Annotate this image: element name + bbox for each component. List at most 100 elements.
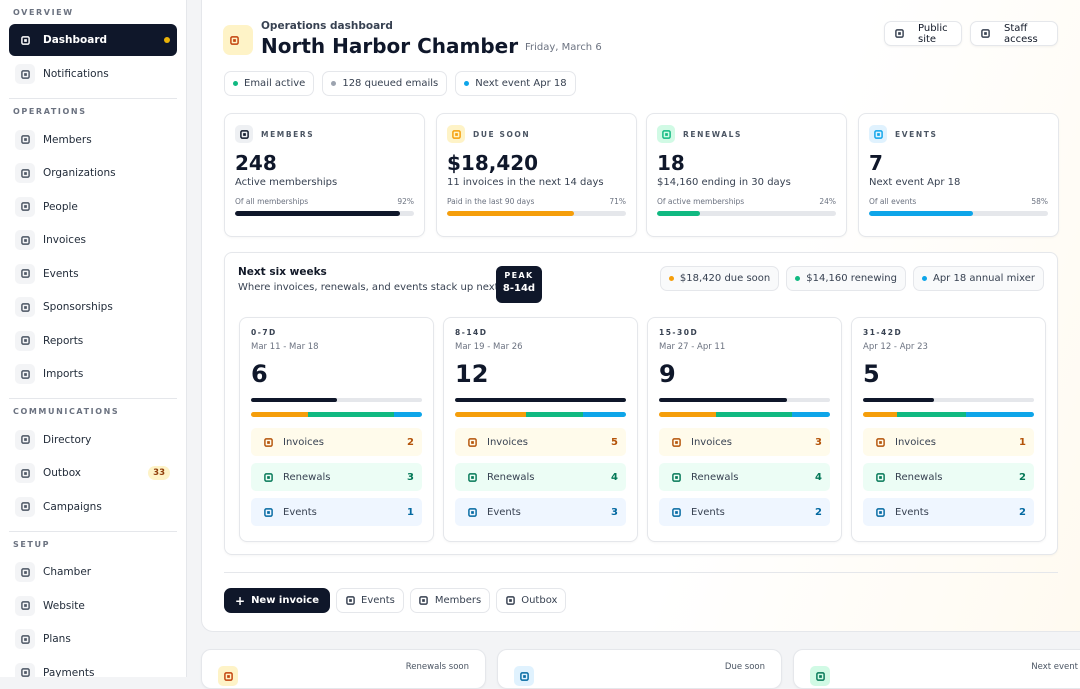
action-label: Outbox xyxy=(521,595,558,606)
stat-percent: 58% xyxy=(1031,197,1048,206)
status-pills: Email active 128 queued emails Next event … xyxy=(224,71,576,96)
outlook-title: Next six weeks xyxy=(238,266,327,278)
header-button[interactable]: Public site xyxy=(884,21,962,46)
bucket-row: Invoices 5 xyxy=(455,428,626,456)
icon-glyph xyxy=(451,129,461,139)
action-button[interactable]: Members xyxy=(409,588,491,613)
icon xyxy=(15,463,35,484)
icon-glyph xyxy=(239,129,249,139)
bucket-row: Renewals 4 xyxy=(455,463,626,491)
pill-dot xyxy=(668,276,674,281)
icon-glyph xyxy=(875,437,885,447)
icon xyxy=(15,562,35,583)
spacer xyxy=(0,552,186,556)
action-button[interactable]: Outbox xyxy=(496,588,567,613)
nav-label: Sponsorships xyxy=(43,301,113,314)
mix-segment xyxy=(308,412,394,417)
icon-glyph xyxy=(20,135,30,145)
active-dot xyxy=(164,37,170,43)
nav-item[interactable]: Events xyxy=(9,257,177,291)
nav-item[interactable]: Outbox 33 xyxy=(9,457,177,491)
bucket-dates: Mar 27 - Apr 11 xyxy=(659,342,726,352)
nav-item[interactable]: Plans xyxy=(9,623,177,657)
nav-item[interactable]: Organizations xyxy=(9,157,177,191)
stat-percent: 92% xyxy=(397,197,414,206)
stat-footnote: Paid in the last 90 days xyxy=(447,197,535,206)
icon xyxy=(465,435,479,449)
icon-glyph xyxy=(894,29,904,38)
status-label: Email active xyxy=(244,78,306,89)
status-dot xyxy=(464,81,470,86)
header-icon xyxy=(223,25,253,55)
icon-glyph xyxy=(223,671,233,681)
status-dot xyxy=(331,81,337,86)
status-label: Next event Apr 18 xyxy=(475,78,567,89)
stat-label: RENEWALS xyxy=(683,129,743,139)
row-count: 4 xyxy=(815,471,822,483)
mix-segment xyxy=(526,412,584,417)
stat-description: $14,160 ending in 30 days xyxy=(657,177,791,188)
mix-segment xyxy=(455,412,527,417)
icon xyxy=(261,505,275,519)
nav-item[interactable]: Sponsorships xyxy=(9,291,177,325)
stat-card: MEMBERS 248 Active memberships Of all membe… xyxy=(224,113,425,237)
nav-item[interactable]: Chamber xyxy=(9,556,177,590)
nav-item[interactable]: People xyxy=(9,190,177,224)
row-label: Invoices xyxy=(487,436,528,448)
icon xyxy=(669,505,683,519)
nav-item[interactable]: Members xyxy=(9,123,177,157)
total-track xyxy=(455,398,626,402)
bucket-card: 31-42D Apr 12 - Apr 23 5 Invoices 1 Renewals 2… xyxy=(851,317,1046,542)
nav-item[interactable]: Directory xyxy=(9,423,177,457)
row-label: Renewals xyxy=(283,471,331,483)
row-label: Invoices xyxy=(691,436,732,448)
row-label: Renewals xyxy=(487,471,535,483)
icon xyxy=(15,330,35,351)
nav-label: Reports xyxy=(43,334,84,347)
total-fill xyxy=(659,398,788,402)
icon-glyph xyxy=(20,168,30,178)
icon xyxy=(980,29,990,39)
nav-item[interactable]: Imports xyxy=(9,358,177,392)
bucket-total: 5 xyxy=(863,360,880,388)
nav-item[interactable]: Invoices xyxy=(9,224,177,258)
icon-glyph xyxy=(263,507,273,517)
row-count: 2 xyxy=(1019,471,1026,483)
bucket-row: Renewals 3 xyxy=(251,463,422,491)
icon xyxy=(226,32,242,48)
nav-label: Outbox xyxy=(43,467,82,480)
icon-glyph xyxy=(875,472,885,482)
icon-glyph xyxy=(980,29,990,38)
action-button[interactable]: Events xyxy=(336,588,404,613)
nav-item[interactable]: Dashboard xyxy=(9,24,177,56)
spacer xyxy=(455,417,626,421)
icon xyxy=(261,470,275,484)
icon-glyph xyxy=(263,472,273,482)
icon xyxy=(15,297,35,318)
mix-segment xyxy=(791,412,830,417)
progress-fill xyxy=(657,211,700,216)
icon xyxy=(15,230,35,251)
nav-item[interactable]: Website xyxy=(9,589,177,623)
nav-item[interactable]: Notifications xyxy=(9,58,177,92)
spacer xyxy=(863,417,1034,421)
header-button[interactable]: Staff access xyxy=(970,21,1058,46)
nav-item[interactable]: Campaigns xyxy=(9,490,177,524)
nav-label: Directory xyxy=(43,433,92,446)
mix-bar xyxy=(455,412,626,417)
section-title: OPERATIONS xyxy=(13,107,87,116)
icon-glyph xyxy=(20,202,30,212)
icon xyxy=(669,435,683,449)
icon xyxy=(218,666,238,686)
nav-item[interactable]: Reports xyxy=(9,324,177,358)
stat-label: EVENTS xyxy=(895,129,938,139)
progress-track xyxy=(657,211,836,216)
peak-label: PEAK xyxy=(504,271,534,280)
icon-glyph xyxy=(467,507,477,517)
nav-item[interactable]: Payments xyxy=(9,656,177,677)
row-count: 1 xyxy=(1019,436,1026,448)
bucket-range: 8-14D xyxy=(455,328,488,337)
button-label: Public site xyxy=(918,22,948,45)
row-count: 5 xyxy=(611,436,618,448)
action-button[interactable]: + New invoice xyxy=(224,588,331,613)
